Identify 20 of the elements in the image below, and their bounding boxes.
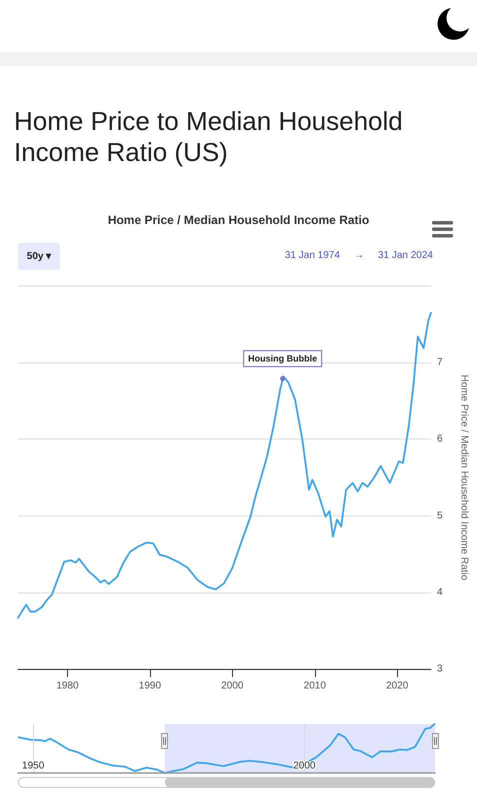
text: 31 Jan 2024	[378, 250, 433, 261]
x-tick-label: 2000	[221, 680, 244, 692]
text: 50y ▾	[18, 243, 60, 270]
x-tick-label: 1980	[56, 680, 80, 692]
chart-title: Home Price to Median Household Income Ratio (US)	[14, 106, 404, 168]
x-tick-label: 2010	[304, 680, 326, 692]
x-tick-label: 2020	[386, 680, 409, 692]
y-tick-label: 7	[437, 357, 443, 368]
y-tick-label: 6	[437, 434, 443, 445]
x-tick-label: 1990	[138, 680, 162, 692]
chart-subtitle: Home Price / Median Household Income Ratio	[108, 213, 370, 227]
y-tick-label: 4	[437, 586, 443, 598]
y-tick-label: 5	[437, 510, 443, 522]
y-axis-title: Home Price / Median Household Income Ratio	[458, 374, 470, 581]
y-tick-label: 3	[437, 664, 443, 674]
text: →	[354, 250, 364, 261]
line-series	[17, 312, 432, 619]
text: 31 Jan 1974	[284, 250, 340, 261]
annotation: Housing Bubble	[248, 354, 318, 364]
x-tick-label: 1950	[22, 760, 45, 772]
